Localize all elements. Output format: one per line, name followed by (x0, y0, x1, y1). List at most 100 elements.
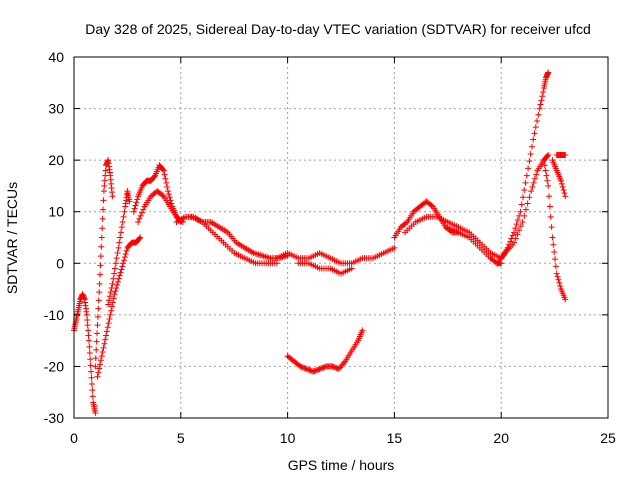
y-tick-label: -30 (44, 410, 64, 426)
x-tick-label: 0 (70, 430, 78, 446)
data-point (92, 409, 99, 416)
data-point-fill (116, 239, 123, 246)
data-point-fill (119, 263, 126, 270)
data-point-fill (99, 215, 106, 222)
data-point (107, 311, 114, 318)
data-point-fill (532, 124, 539, 131)
data-point-fill (332, 364, 339, 371)
data-point-fill (112, 260, 119, 267)
data-point-fill (109, 299, 116, 306)
data-point-fill (521, 212, 528, 219)
data-point-fill (509, 232, 516, 239)
data-point (273, 260, 280, 267)
data-point-fill (544, 177, 551, 184)
data-point (536, 105, 543, 112)
data-point-fill (108, 307, 115, 314)
data-point-fill (88, 374, 95, 381)
data-point (562, 193, 569, 200)
y-tick-label: 40 (48, 49, 64, 65)
data-point (120, 260, 127, 267)
data-point (85, 337, 92, 344)
data-point-fill (522, 206, 529, 213)
data-point-fill (122, 251, 129, 258)
data-point-fill (97, 262, 104, 269)
data-point-fill (334, 365, 341, 372)
data-point-fill (118, 224, 125, 231)
data-point-fill (84, 317, 91, 324)
data-point-fill (105, 320, 112, 327)
data-point-fill (151, 173, 158, 180)
data-point (164, 188, 171, 195)
data-point (92, 363, 99, 370)
axis-ticks: 0 5 10 15 20 25 -30 -20 -10 0 10 20 30 40 (44, 49, 616, 446)
data-point-fill (534, 117, 541, 124)
data-point (329, 363, 336, 370)
data-point (109, 193, 116, 200)
data-point-fill (558, 180, 565, 187)
data-point-fill (312, 367, 319, 374)
data-point-fill (97, 357, 104, 364)
data-point (113, 255, 120, 262)
data-point-fill (544, 153, 551, 160)
data-point-fill (96, 365, 103, 372)
data-point-fill (555, 276, 562, 283)
data-point-fill (554, 273, 561, 280)
data-point (391, 244, 398, 251)
data-point-fill (541, 162, 548, 169)
data-point-fill (552, 256, 559, 263)
data-point (103, 332, 110, 339)
data-point-fill (123, 247, 130, 254)
data-point-fill (120, 257, 127, 264)
data-point-fill (106, 297, 113, 304)
data-point-fill (526, 158, 533, 165)
data-point-fill (557, 282, 564, 289)
data-point (117, 229, 124, 236)
data-point-fill (109, 303, 116, 310)
data-point-fill (140, 206, 147, 213)
data-point (545, 182, 552, 189)
data-point-fill (95, 369, 102, 376)
data-point-fill (307, 367, 314, 374)
x-tick-label: 5 (177, 430, 185, 446)
data-point-fill (542, 167, 549, 174)
data-point-fill (527, 150, 534, 157)
data-point (303, 366, 310, 373)
data-point-fill (546, 203, 553, 210)
data-point-fill (522, 179, 529, 186)
data-point-fill (117, 234, 124, 241)
y-tick-label: 20 (48, 152, 64, 168)
data-point-fill (120, 213, 127, 220)
y-tick-label: 0 (56, 255, 64, 271)
data-point-fill (121, 208, 128, 215)
data-point-fill (548, 224, 555, 231)
data-point-fill (114, 281, 121, 288)
data-point-fill (121, 254, 128, 261)
data-point-fill (559, 183, 566, 190)
data-point-fill (98, 243, 105, 250)
data-point-fill (546, 193, 553, 200)
data-point-fill (84, 322, 91, 329)
chart-title: Day 328 of 2025, Sidereal Day-to-day VTE… (85, 21, 591, 37)
data-point (94, 373, 101, 380)
data-point-fill (89, 387, 96, 394)
data-point-fill (531, 175, 538, 182)
data-point (562, 151, 569, 158)
data-point (519, 219, 526, 226)
data-point-fill (110, 275, 117, 282)
data-point-fill (552, 263, 559, 270)
data-point (88, 368, 95, 375)
data-points (71, 69, 569, 416)
data-point (553, 270, 560, 277)
data-point-fill (111, 270, 118, 277)
data-point-fill (104, 324, 111, 331)
data-point-fill (95, 297, 102, 304)
data-point-fill (131, 205, 138, 212)
data-point (115, 275, 122, 282)
data-point-fill (320, 364, 327, 371)
data-point-fill (102, 172, 109, 179)
data-point-fill (514, 216, 521, 223)
data-point (96, 280, 103, 287)
data-point-fill (112, 288, 119, 295)
data-point-fill (138, 209, 145, 216)
data-point-fill (537, 101, 544, 108)
